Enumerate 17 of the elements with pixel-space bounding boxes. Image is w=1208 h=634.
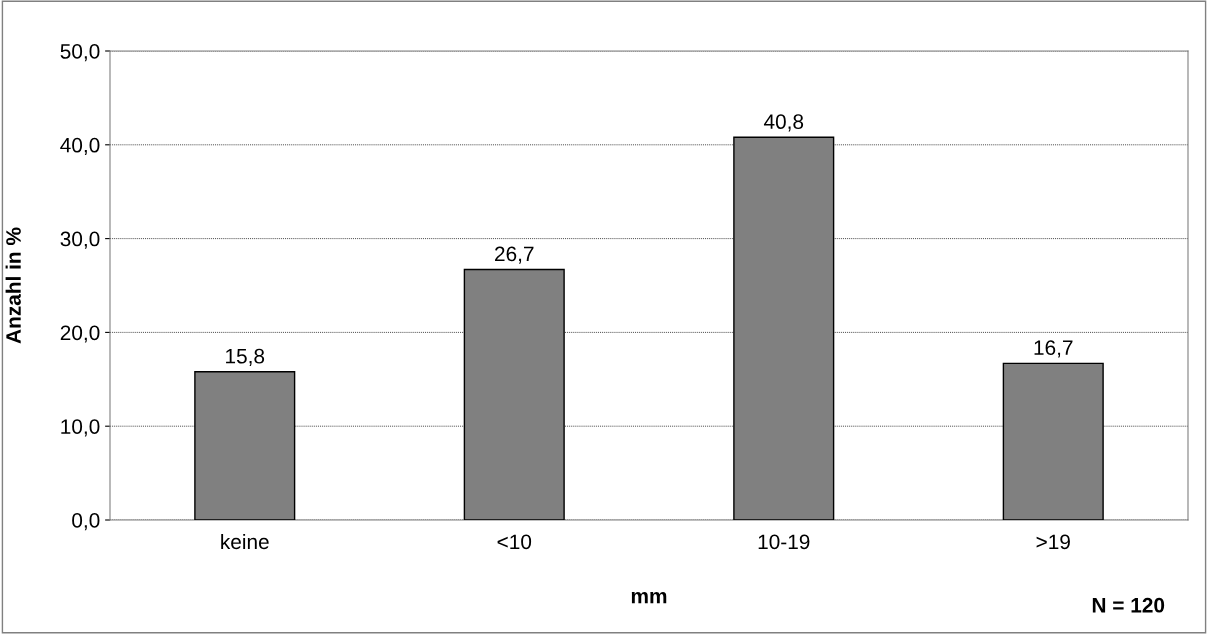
y-tick-label: 50,0	[60, 44, 100, 62]
y-tick-label: 10,0	[61, 419, 100, 437]
y-tick-label: 30,0	[60, 231, 100, 249]
y-tick-label: 0,0	[72, 513, 100, 531]
x-tick-label: keine	[221, 533, 269, 550]
text: N = 120	[1092, 597, 1165, 613]
x-tick-label: 10-19	[758, 534, 810, 550]
x-tick-label: <10	[497, 534, 532, 550]
x-axis-title: mm	[631, 591, 667, 604]
data-label: 40,8	[763, 114, 804, 132]
y-axis-title: Anzahl in %	[5, 227, 21, 344]
y-tick-label: 20,0	[60, 325, 100, 343]
x-tick-label: >19	[1036, 534, 1070, 550]
y-tick-label: 40,0	[60, 137, 100, 156]
data-label: 15,8	[226, 348, 265, 366]
data-label: 26,7	[495, 246, 534, 264]
data-label: 16,7	[1034, 340, 1073, 358]
